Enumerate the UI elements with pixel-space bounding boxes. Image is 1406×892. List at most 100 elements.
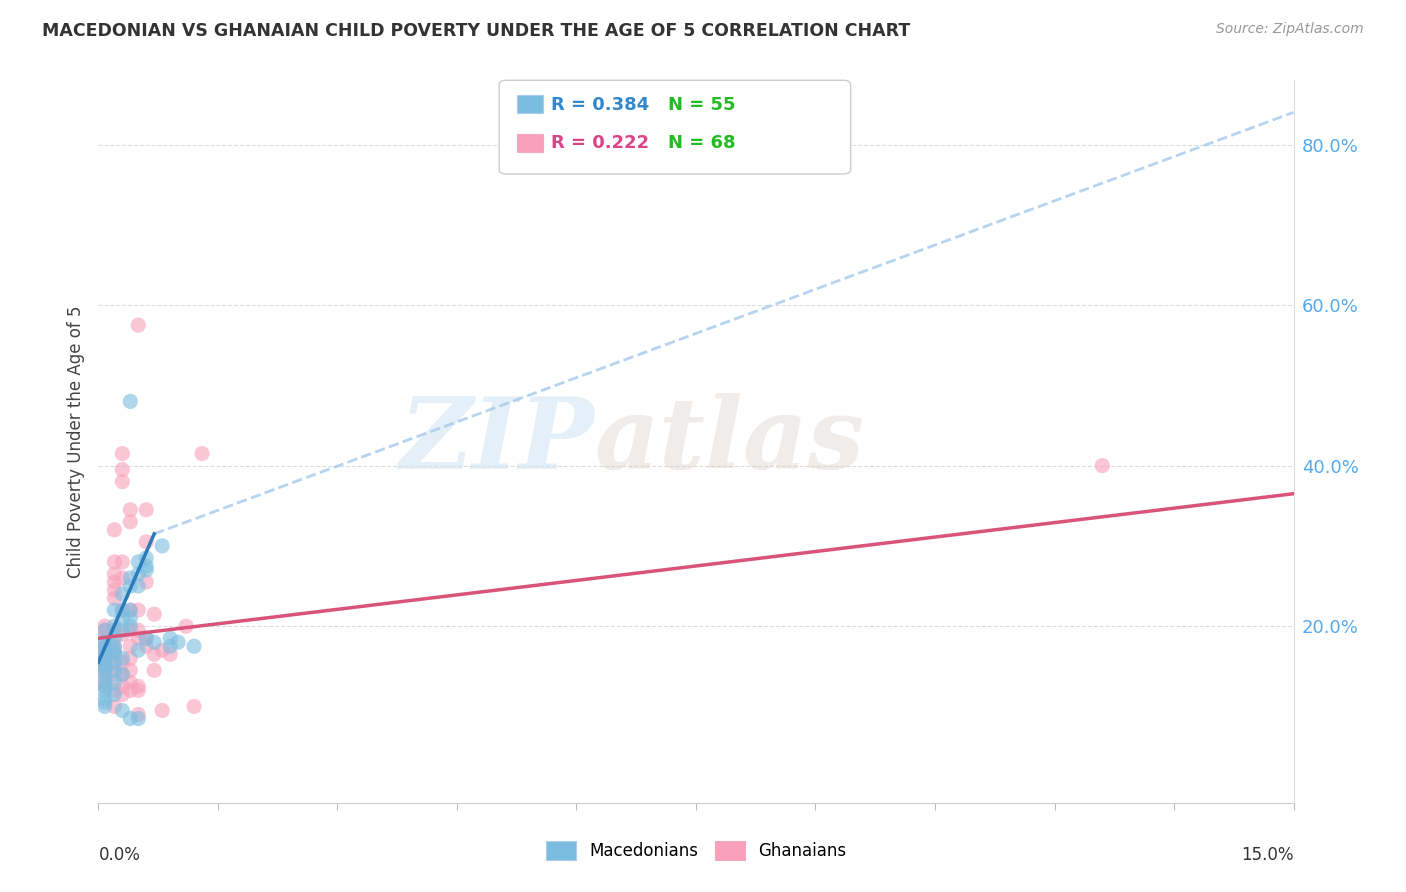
Point [111, 687, 134, 701]
Point [94, 635, 117, 649]
Point [103, 675, 125, 690]
Point [94, 643, 117, 657]
Point [111, 611, 134, 625]
Point [103, 699, 125, 714]
Point [103, 632, 125, 646]
Point [103, 603, 125, 617]
Point [135, 502, 157, 516]
Point [103, 667, 125, 681]
Y-axis label: Child Poverty Under the Age of 5: Child Poverty Under the Age of 5 [66, 305, 84, 578]
Point [159, 632, 181, 646]
Point [94, 655, 117, 669]
Point [94, 619, 117, 633]
Text: R = 0.222: R = 0.222 [551, 134, 650, 152]
Point [1091, 458, 1114, 473]
Point [103, 523, 125, 537]
Point [111, 603, 134, 617]
Point [183, 639, 205, 653]
Point [127, 712, 149, 726]
Point [174, 619, 197, 633]
Point [127, 632, 149, 646]
Point [120, 712, 142, 726]
Point [111, 571, 134, 585]
Point [127, 643, 149, 657]
Point [94, 623, 117, 637]
Point [111, 446, 134, 460]
Point [103, 664, 125, 678]
Point [103, 591, 125, 606]
Point [127, 318, 149, 333]
Point [94, 651, 117, 665]
Text: atlas: atlas [595, 393, 865, 490]
Point [103, 687, 125, 701]
Point [103, 648, 125, 662]
Point [94, 639, 117, 653]
Point [103, 567, 125, 582]
Point [135, 563, 157, 577]
Point [159, 648, 181, 662]
Point [94, 683, 117, 698]
Point [135, 574, 157, 589]
Point [94, 648, 117, 662]
Point [94, 667, 117, 681]
Point [120, 651, 142, 665]
Point [111, 627, 134, 641]
Point [135, 639, 157, 653]
Point [120, 619, 142, 633]
Point [111, 667, 134, 681]
Point [143, 607, 166, 621]
Point [94, 696, 117, 710]
Point [135, 558, 157, 573]
Point [94, 659, 117, 673]
Point [150, 643, 173, 657]
Point [111, 651, 134, 665]
Point [120, 603, 142, 617]
Point [111, 680, 134, 694]
Text: N = 68: N = 68 [668, 134, 735, 152]
Point [94, 648, 117, 662]
Point [120, 639, 142, 653]
Point [103, 555, 125, 569]
Point [127, 567, 149, 582]
Point [111, 587, 134, 601]
Point [135, 632, 157, 646]
Point [127, 623, 149, 637]
Point [120, 579, 142, 593]
Point [94, 655, 117, 669]
Point [94, 680, 117, 694]
Point [94, 664, 117, 678]
Point [111, 555, 134, 569]
Text: MACEDONIAN VS GHANAIAN CHILD POVERTY UNDER THE AGE OF 5 CORRELATION CHART: MACEDONIAN VS GHANAIAN CHILD POVERTY UND… [42, 22, 911, 40]
Point [127, 680, 149, 694]
Point [103, 683, 125, 698]
Point [94, 664, 117, 678]
Point [127, 555, 149, 569]
Point [120, 571, 142, 585]
Point [127, 683, 149, 698]
Point [111, 475, 134, 489]
Point [120, 603, 142, 617]
Point [150, 539, 173, 553]
Point [120, 394, 142, 409]
Point [103, 643, 125, 657]
Point [120, 683, 142, 698]
Point [191, 446, 214, 460]
Point [111, 462, 134, 476]
Point [94, 675, 117, 690]
Point [135, 534, 157, 549]
Point [135, 632, 157, 646]
Point [103, 648, 125, 662]
Point [127, 579, 149, 593]
Point [94, 691, 117, 706]
Point [103, 655, 125, 669]
Point [103, 583, 125, 598]
Text: 0.0%: 0.0% [98, 847, 141, 864]
Point [150, 703, 173, 717]
Point [103, 623, 125, 637]
Text: ZIP: ZIP [399, 393, 595, 490]
Text: N = 55: N = 55 [668, 96, 735, 114]
Point [120, 675, 142, 690]
Point [94, 643, 117, 657]
Legend: Macedonians, Ghanaians: Macedonians, Ghanaians [538, 834, 853, 867]
Point [94, 659, 117, 673]
